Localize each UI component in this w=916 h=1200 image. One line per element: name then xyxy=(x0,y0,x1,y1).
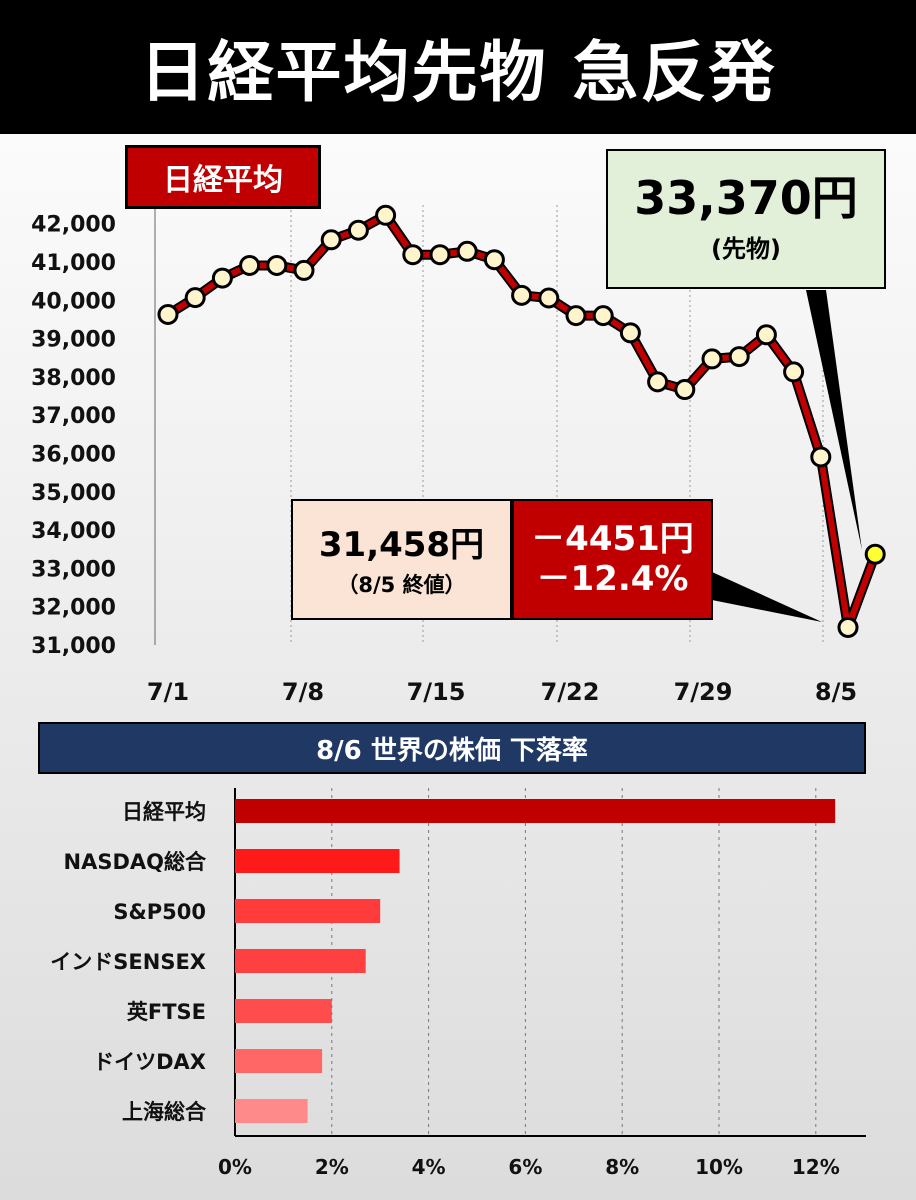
x-tick-label: 7/8 xyxy=(282,678,324,706)
decline-bar-label: S&P500 xyxy=(113,900,206,924)
decline-bar xyxy=(235,849,400,873)
nikkei-tag-label: 日経平均 xyxy=(163,163,283,198)
nikkei-point xyxy=(456,240,478,262)
nikkei-point xyxy=(810,446,832,468)
bar-x-tick-label: 4% xyxy=(412,1155,446,1179)
decline-bar-label: ドイツDAX xyxy=(93,1050,206,1074)
futures-callout: 33,370円 (先物) xyxy=(606,149,886,289)
decline-bar xyxy=(235,1099,308,1123)
x-tick-label: 7/15 xyxy=(407,678,466,706)
nikkei-point xyxy=(783,361,805,383)
nikkei-point xyxy=(239,254,261,276)
decline-bar xyxy=(235,899,381,923)
decline-bar-label: インドSENSEX xyxy=(50,950,206,974)
nikkei-point xyxy=(483,249,505,271)
nikkei-point xyxy=(701,348,723,370)
close-callout: 31,458円 （8/5 終値） xyxy=(291,499,512,620)
close-value: 31,458円 xyxy=(318,525,485,565)
headline-banner: 日経平均先物 急反発 xyxy=(0,0,916,134)
nikkei-point xyxy=(375,204,397,226)
y-tick-label: 40,000 xyxy=(31,289,116,314)
y-tick-label: 38,000 xyxy=(31,366,116,391)
y-tick-label: 35,000 xyxy=(31,481,116,506)
nikkei-point xyxy=(565,305,587,327)
close-pointer xyxy=(712,572,822,622)
decline-bar-label: 日経平均 xyxy=(122,800,206,824)
bar-x-tick-label: 0% xyxy=(218,1155,252,1179)
bar-x-tick-label: 2% xyxy=(315,1155,349,1179)
nikkei-point xyxy=(755,324,777,346)
nikkei-point xyxy=(293,259,315,281)
futures-value: 33,370円 xyxy=(634,171,858,225)
nikkei-tag: 日経平均 xyxy=(125,145,321,209)
decline-bar-label: NASDAQ総合 xyxy=(64,850,207,874)
futures-marker xyxy=(864,543,886,565)
y-tick-label: 36,000 xyxy=(31,443,116,468)
futures-pointer xyxy=(806,290,862,550)
nikkei-point xyxy=(538,287,560,309)
nikkei-point xyxy=(429,244,451,266)
change-percent: －12.4% xyxy=(536,559,689,599)
nikkei-point xyxy=(647,371,669,393)
nikkei-point xyxy=(157,303,179,325)
nikkei-point xyxy=(674,379,696,401)
change-points: －4451円 xyxy=(531,519,694,559)
decline-bar xyxy=(235,1049,323,1073)
x-tick-label: 7/1 xyxy=(147,678,189,706)
bar-x-tick-label: 6% xyxy=(508,1155,542,1179)
bar-x-tick-label: 12% xyxy=(792,1155,840,1179)
y-tick-label: 33,000 xyxy=(31,557,116,582)
headline-title: 日経平均先物 急反発 xyxy=(139,34,777,111)
decline-bar-label: 英FTSE xyxy=(127,1000,206,1024)
close-label: （8/5 終値） xyxy=(337,573,466,597)
y-tick-label: 41,000 xyxy=(31,251,116,276)
y-tick-label: 37,000 xyxy=(31,404,116,429)
nikkei-point xyxy=(511,284,533,306)
change-callout: －4451円 －12.4% xyxy=(512,499,713,620)
y-tick-label: 39,000 xyxy=(31,328,116,353)
nikkei-point xyxy=(402,244,424,266)
nikkei-point xyxy=(592,305,614,327)
y-tick-label: 32,000 xyxy=(31,596,116,621)
decline-bar xyxy=(235,799,836,823)
bar-x-tick-label: 10% xyxy=(695,1155,743,1179)
x-tick-label: 8/5 xyxy=(815,678,857,706)
decline-chart-title: 8/6 世界の株価 下落率 xyxy=(38,722,866,774)
futures-label: (先物) xyxy=(711,235,781,263)
decline-chart-title-text: 8/6 世界の株価 下落率 xyxy=(316,735,588,766)
x-tick-label: 7/29 xyxy=(674,678,733,706)
y-tick-label: 42,000 xyxy=(31,213,116,238)
nikkei-point xyxy=(266,254,288,276)
y-tick-label: 34,000 xyxy=(31,519,116,544)
decline-bar xyxy=(235,999,332,1023)
nikkei-point xyxy=(211,267,233,289)
decline-bar-label: 上海総合 xyxy=(122,1100,207,1124)
y-tick-label: 31,000 xyxy=(31,634,116,659)
x-tick-label: 7/22 xyxy=(541,678,600,706)
nikkei-point xyxy=(320,229,342,251)
nikkei-point xyxy=(728,346,750,368)
bar-x-tick-label: 8% xyxy=(605,1155,639,1179)
nikkei-point xyxy=(619,322,641,344)
nikkei-point xyxy=(184,287,206,309)
decline-bar xyxy=(235,949,366,973)
nikkei-point xyxy=(347,219,369,241)
nikkei-point xyxy=(837,616,859,638)
